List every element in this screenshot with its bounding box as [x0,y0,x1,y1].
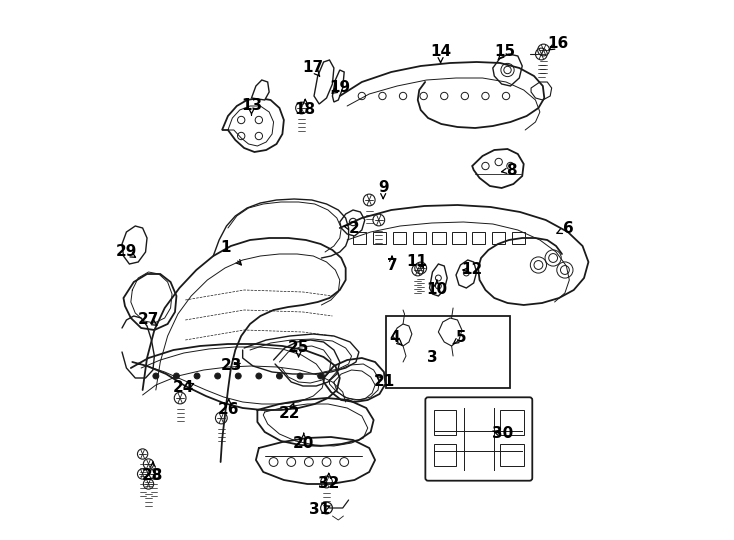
Polygon shape [340,210,365,236]
Text: 32: 32 [318,476,339,491]
Circle shape [256,373,262,379]
Text: 18: 18 [294,103,316,118]
Text: 9: 9 [378,180,388,195]
Text: 2: 2 [349,220,359,235]
Text: 10: 10 [426,282,448,298]
Text: 16: 16 [548,37,569,51]
FancyBboxPatch shape [426,397,532,481]
Text: 14: 14 [430,44,451,59]
Text: 19: 19 [330,80,350,96]
Text: 8: 8 [506,163,517,178]
Text: 3: 3 [427,349,437,364]
Text: 22: 22 [279,406,300,421]
Circle shape [215,373,221,379]
Text: 27: 27 [138,313,159,327]
Text: 23: 23 [221,359,242,374]
Polygon shape [393,324,412,346]
Text: 30: 30 [492,427,513,442]
Polygon shape [472,149,523,188]
Polygon shape [429,264,447,296]
Text: 7: 7 [387,259,397,273]
Text: 20: 20 [293,436,314,451]
Circle shape [153,373,159,379]
Bar [434,410,456,435]
Text: 29: 29 [116,245,137,260]
Text: 28: 28 [142,469,164,483]
Circle shape [173,373,179,379]
Polygon shape [122,226,147,264]
Text: 13: 13 [241,98,262,112]
Text: 11: 11 [407,253,427,268]
Polygon shape [314,60,334,104]
Circle shape [194,373,200,379]
Polygon shape [333,70,344,102]
Circle shape [318,373,324,379]
Circle shape [236,373,241,379]
Bar [500,444,523,466]
Bar [500,410,523,435]
Circle shape [297,373,303,379]
Polygon shape [493,54,522,86]
Polygon shape [222,98,284,152]
Bar [434,444,456,466]
Text: 12: 12 [461,262,482,278]
Text: 4: 4 [389,330,399,346]
Text: 6: 6 [563,220,574,235]
Polygon shape [252,80,269,100]
Bar [386,316,509,388]
Circle shape [277,373,283,379]
Text: 1: 1 [220,240,231,255]
Text: 21: 21 [374,375,395,389]
Text: 24: 24 [173,381,195,395]
Polygon shape [456,260,476,288]
Text: 25: 25 [288,341,309,355]
Text: 26: 26 [218,402,239,417]
Text: 5: 5 [456,330,467,346]
Polygon shape [438,318,462,346]
Text: 17: 17 [302,60,323,76]
Polygon shape [123,274,176,330]
Text: 31: 31 [309,503,330,517]
Text: 15: 15 [495,44,516,59]
